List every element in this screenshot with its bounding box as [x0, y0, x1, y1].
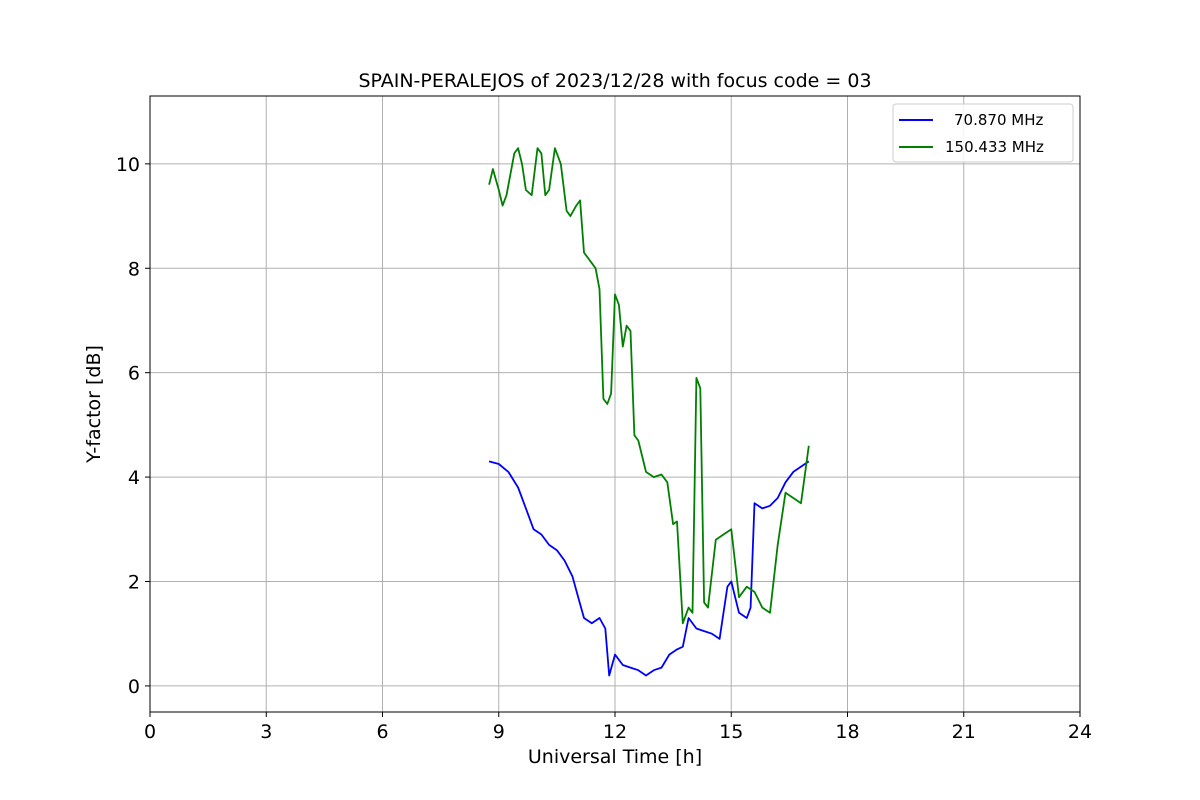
y-tick-label: 10 [116, 154, 140, 176]
x-axis-label: Universal Time [h] [528, 746, 702, 768]
series-line-1 [488, 147, 810, 625]
legend-box [892, 103, 1074, 163]
y-tick-label: 8 [128, 258, 140, 280]
y-axis-label: Y-factor [dB] [83, 345, 105, 464]
x-tick-label: 15 [719, 721, 743, 743]
legend-label-150mhz: 150.433 MHz [945, 138, 1044, 156]
chart-title: SPAIN-PERALEJOS of 2023/12/28 with focus… [358, 70, 871, 92]
x-tick-label: 6 [376, 721, 388, 743]
series-group [488, 147, 810, 677]
y-tick-label: 4 [128, 467, 140, 489]
x-tick-label: 21 [952, 721, 976, 743]
legend-label-70mhz: 70.870 MHz [954, 111, 1043, 129]
x-tick-label: 3 [260, 721, 272, 743]
legend: 70.870 MHz 150.433 MHz [892, 103, 1074, 163]
y-tick-label: 0 [128, 676, 140, 698]
series-line-0 [488, 460, 810, 677]
x-tick-label: 18 [835, 721, 859, 743]
y-tick-label: 6 [128, 363, 140, 385]
x-tick-label: 24 [1068, 721, 1092, 743]
x-tick-label: 9 [493, 721, 505, 743]
x-tick-label: 12 [603, 721, 627, 743]
x-tick-label: 0 [144, 721, 156, 743]
y-tick-label: 2 [128, 571, 140, 593]
